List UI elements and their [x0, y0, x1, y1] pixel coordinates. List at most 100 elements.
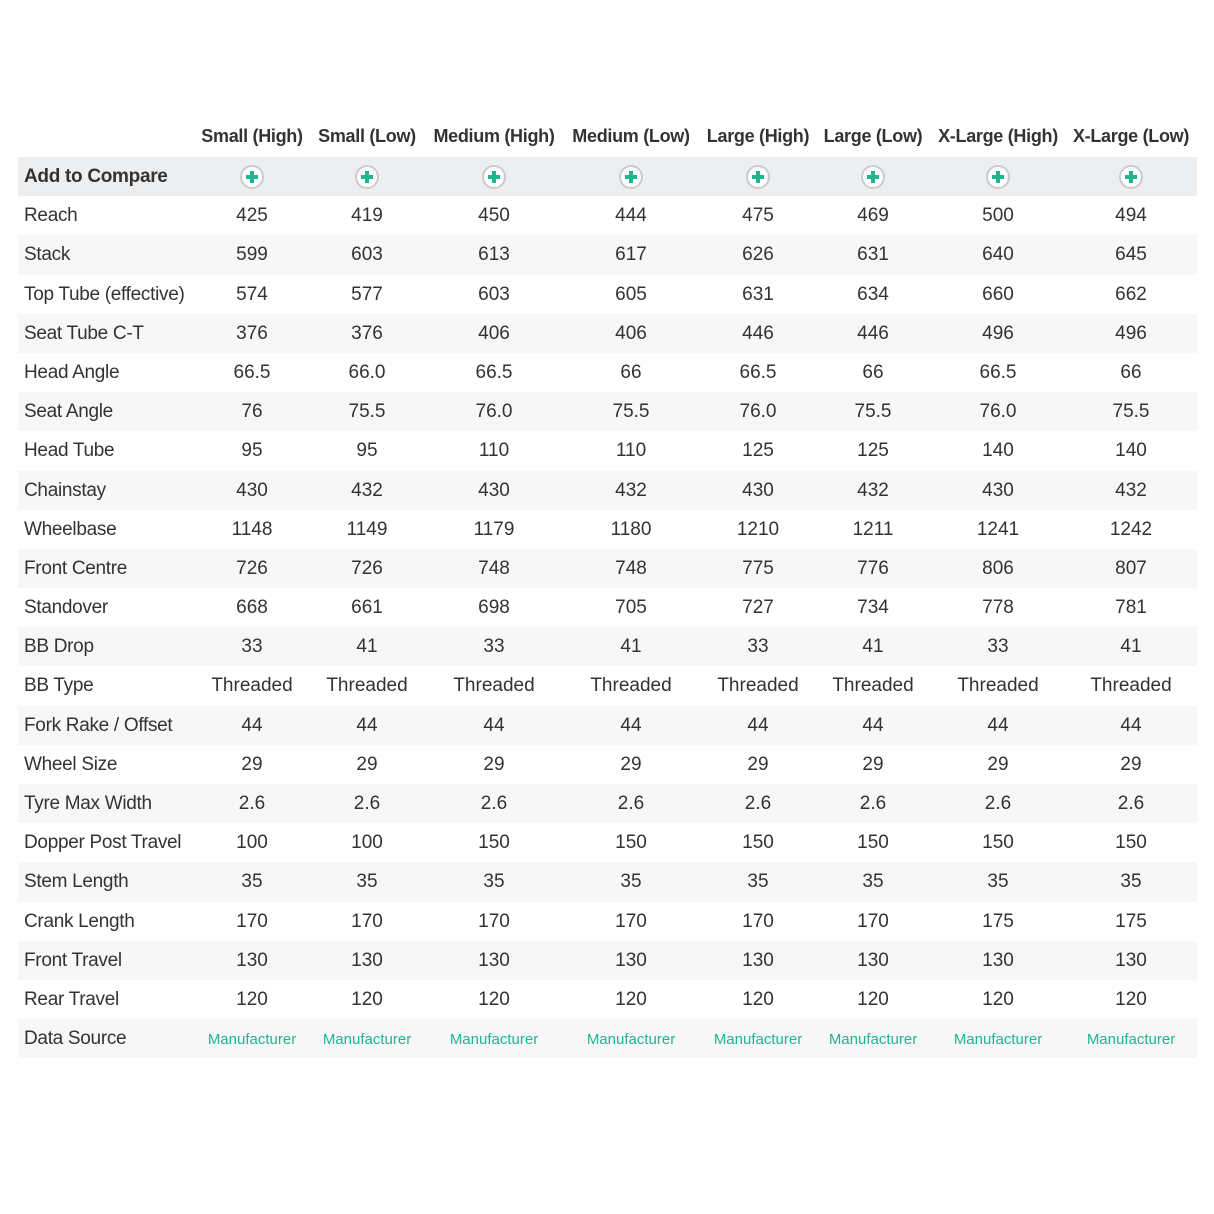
table-row: Crank Length 170 170 170 170 170 170 175 175: [18, 902, 1197, 941]
table-cell: 140: [982, 440, 1014, 462]
row-label: Standover: [24, 597, 108, 619]
table-cell: 130: [982, 949, 1014, 971]
row-label: Dopper Post Travel: [24, 832, 182, 854]
table-cell: 1211: [852, 518, 894, 540]
table-cell: 130: [615, 949, 647, 971]
add-to-compare-plus-icon[interactable]: [482, 165, 506, 189]
data-source-link[interactable]: Manufacturer: [449, 1031, 539, 1049]
add-to-compare-plus-icon[interactable]: [746, 165, 770, 189]
table-cell: 44: [747, 714, 769, 736]
add-to-compare-plus-icon[interactable]: [986, 165, 1010, 189]
table-cell: 110: [615, 440, 647, 462]
table-cell: 66.5: [979, 361, 1017, 383]
table-cell: 806: [982, 557, 1014, 579]
table-cell: 613: [478, 244, 510, 266]
table-cell: 100: [351, 832, 383, 854]
table-cell: 469: [857, 205, 889, 227]
table-cell: 430: [478, 479, 510, 501]
table-cell: 599: [236, 244, 268, 266]
row-label: Fork Rake / Offset: [24, 714, 173, 736]
table-cell: 41: [862, 636, 884, 658]
table-cell: Threaded: [590, 675, 672, 697]
table-cell: 726: [351, 557, 383, 579]
row-label: Wheel Size: [24, 753, 118, 775]
column-header: Small (Low): [318, 126, 416, 146]
table-row: Standover 668 661 698 705 727 734 778 781: [18, 588, 1197, 627]
add-to-compare-plus-icon[interactable]: [1119, 165, 1143, 189]
table-cell: 430: [236, 479, 268, 501]
table-cell: 748: [478, 557, 510, 579]
row-label: Data Source: [24, 1028, 127, 1050]
table-cell: 444: [615, 205, 647, 227]
table-cell: 660: [982, 283, 1014, 305]
data-source-link[interactable]: Manufacturer: [953, 1031, 1043, 1049]
add-to-compare-plus-icon[interactable]: [355, 165, 379, 189]
column-header: Small (High): [201, 126, 303, 146]
table-cell: 120: [351, 988, 383, 1010]
row-label: Stem Length: [24, 871, 129, 893]
table-cell: 150: [478, 832, 510, 854]
data-source-link[interactable]: Manufacturer: [713, 1031, 803, 1049]
table-cell: 150: [982, 832, 1014, 854]
table-cell: 748: [615, 557, 647, 579]
data-source-link[interactable]: Manufacturer: [322, 1031, 412, 1049]
table-cell: 125: [857, 440, 889, 462]
table-row: Stem Length 35 35 35 35 35 35 35 35: [18, 862, 1197, 902]
table-cell: 432: [1115, 479, 1147, 501]
data-source-link[interactable]: Manufacturer: [828, 1031, 918, 1049]
row-label: BB Drop: [24, 636, 94, 658]
table-cell: 2.6: [984, 793, 1012, 814]
table-cell: Threaded: [453, 675, 535, 697]
table-row: Seat Tube C-T 376 376 406 406 446 446 496 496: [18, 313, 1197, 353]
table-cell: 29: [1120, 753, 1142, 775]
data-source-link[interactable]: Manufacturer: [1086, 1031, 1176, 1049]
table-cell: 150: [742, 832, 774, 854]
table-row: Front Travel 130 130 130 130 130 130 130 130: [18, 940, 1197, 980]
data-source-link[interactable]: Manufacturer: [207, 1031, 297, 1049]
table-cell: 33: [747, 636, 769, 658]
table-cell: 2.6: [480, 793, 508, 814]
add-to-compare-plus-icon[interactable]: [240, 165, 264, 189]
table-cell: 130: [857, 949, 889, 971]
table-cell: 406: [615, 322, 647, 344]
table-cell: 419: [351, 205, 383, 227]
row-label: Seat Angle: [24, 401, 113, 423]
table-cell: 130: [478, 949, 510, 971]
table-cell: 2.6: [744, 793, 772, 814]
row-label: Front Travel: [24, 949, 122, 971]
column-header: X-Large (Low): [1072, 126, 1190, 146]
table-cell: 574: [236, 283, 268, 305]
table-cell: 645: [1115, 244, 1147, 266]
table-cell: 66: [862, 361, 884, 383]
table-row: Stack 599 603 613 617 626 631 640 645: [18, 235, 1197, 275]
table-cell: 446: [857, 322, 889, 344]
table-cell: 631: [742, 283, 774, 305]
table-cell: Threaded: [832, 675, 914, 697]
geometry-table: Add to Compare Reach 425 419 450 444 475 469 500…: [18, 157, 1197, 1059]
table-cell: 75.5: [854, 401, 892, 423]
table-cell: 406: [478, 322, 510, 344]
table-cell: 29: [241, 753, 263, 775]
table-cell: 617: [615, 244, 647, 266]
table-row: Top Tube (effective) 574 577 603 605 631 634 66…: [18, 275, 1197, 314]
table-cell: 170: [351, 910, 383, 932]
table-cell: 432: [857, 479, 889, 501]
table-cell: 698: [478, 597, 510, 619]
add-to-compare-plus-icon[interactable]: [619, 165, 643, 189]
table-row: Rear Travel 120 120 120 120 120 120 120 120: [18, 980, 1197, 1019]
row-label: Top Tube (effective): [24, 283, 185, 305]
add-to-compare-plus-icon[interactable]: [861, 165, 885, 189]
table-cell: 120: [615, 988, 647, 1010]
table-cell: 603: [478, 283, 510, 305]
table-cell: 2.6: [1117, 793, 1145, 814]
table-cell: 125: [742, 440, 774, 462]
table-cell: 640: [982, 244, 1014, 266]
data-source-link[interactable]: Manufacturer: [586, 1031, 676, 1049]
table-cell: 446: [742, 322, 774, 344]
table-cell: 44: [483, 714, 505, 736]
table-row: Wheelbase 1148 1149 1179 1180 1210 1211 1241 124…: [18, 510, 1197, 549]
table-row: Head Angle 66.5 66.0 66.5 66 66.5 66 66.5 66: [18, 353, 1197, 392]
column-header: Medium (Low): [572, 126, 690, 146]
table-cell: 661: [351, 597, 383, 619]
table-cell: Threaded: [211, 675, 293, 697]
